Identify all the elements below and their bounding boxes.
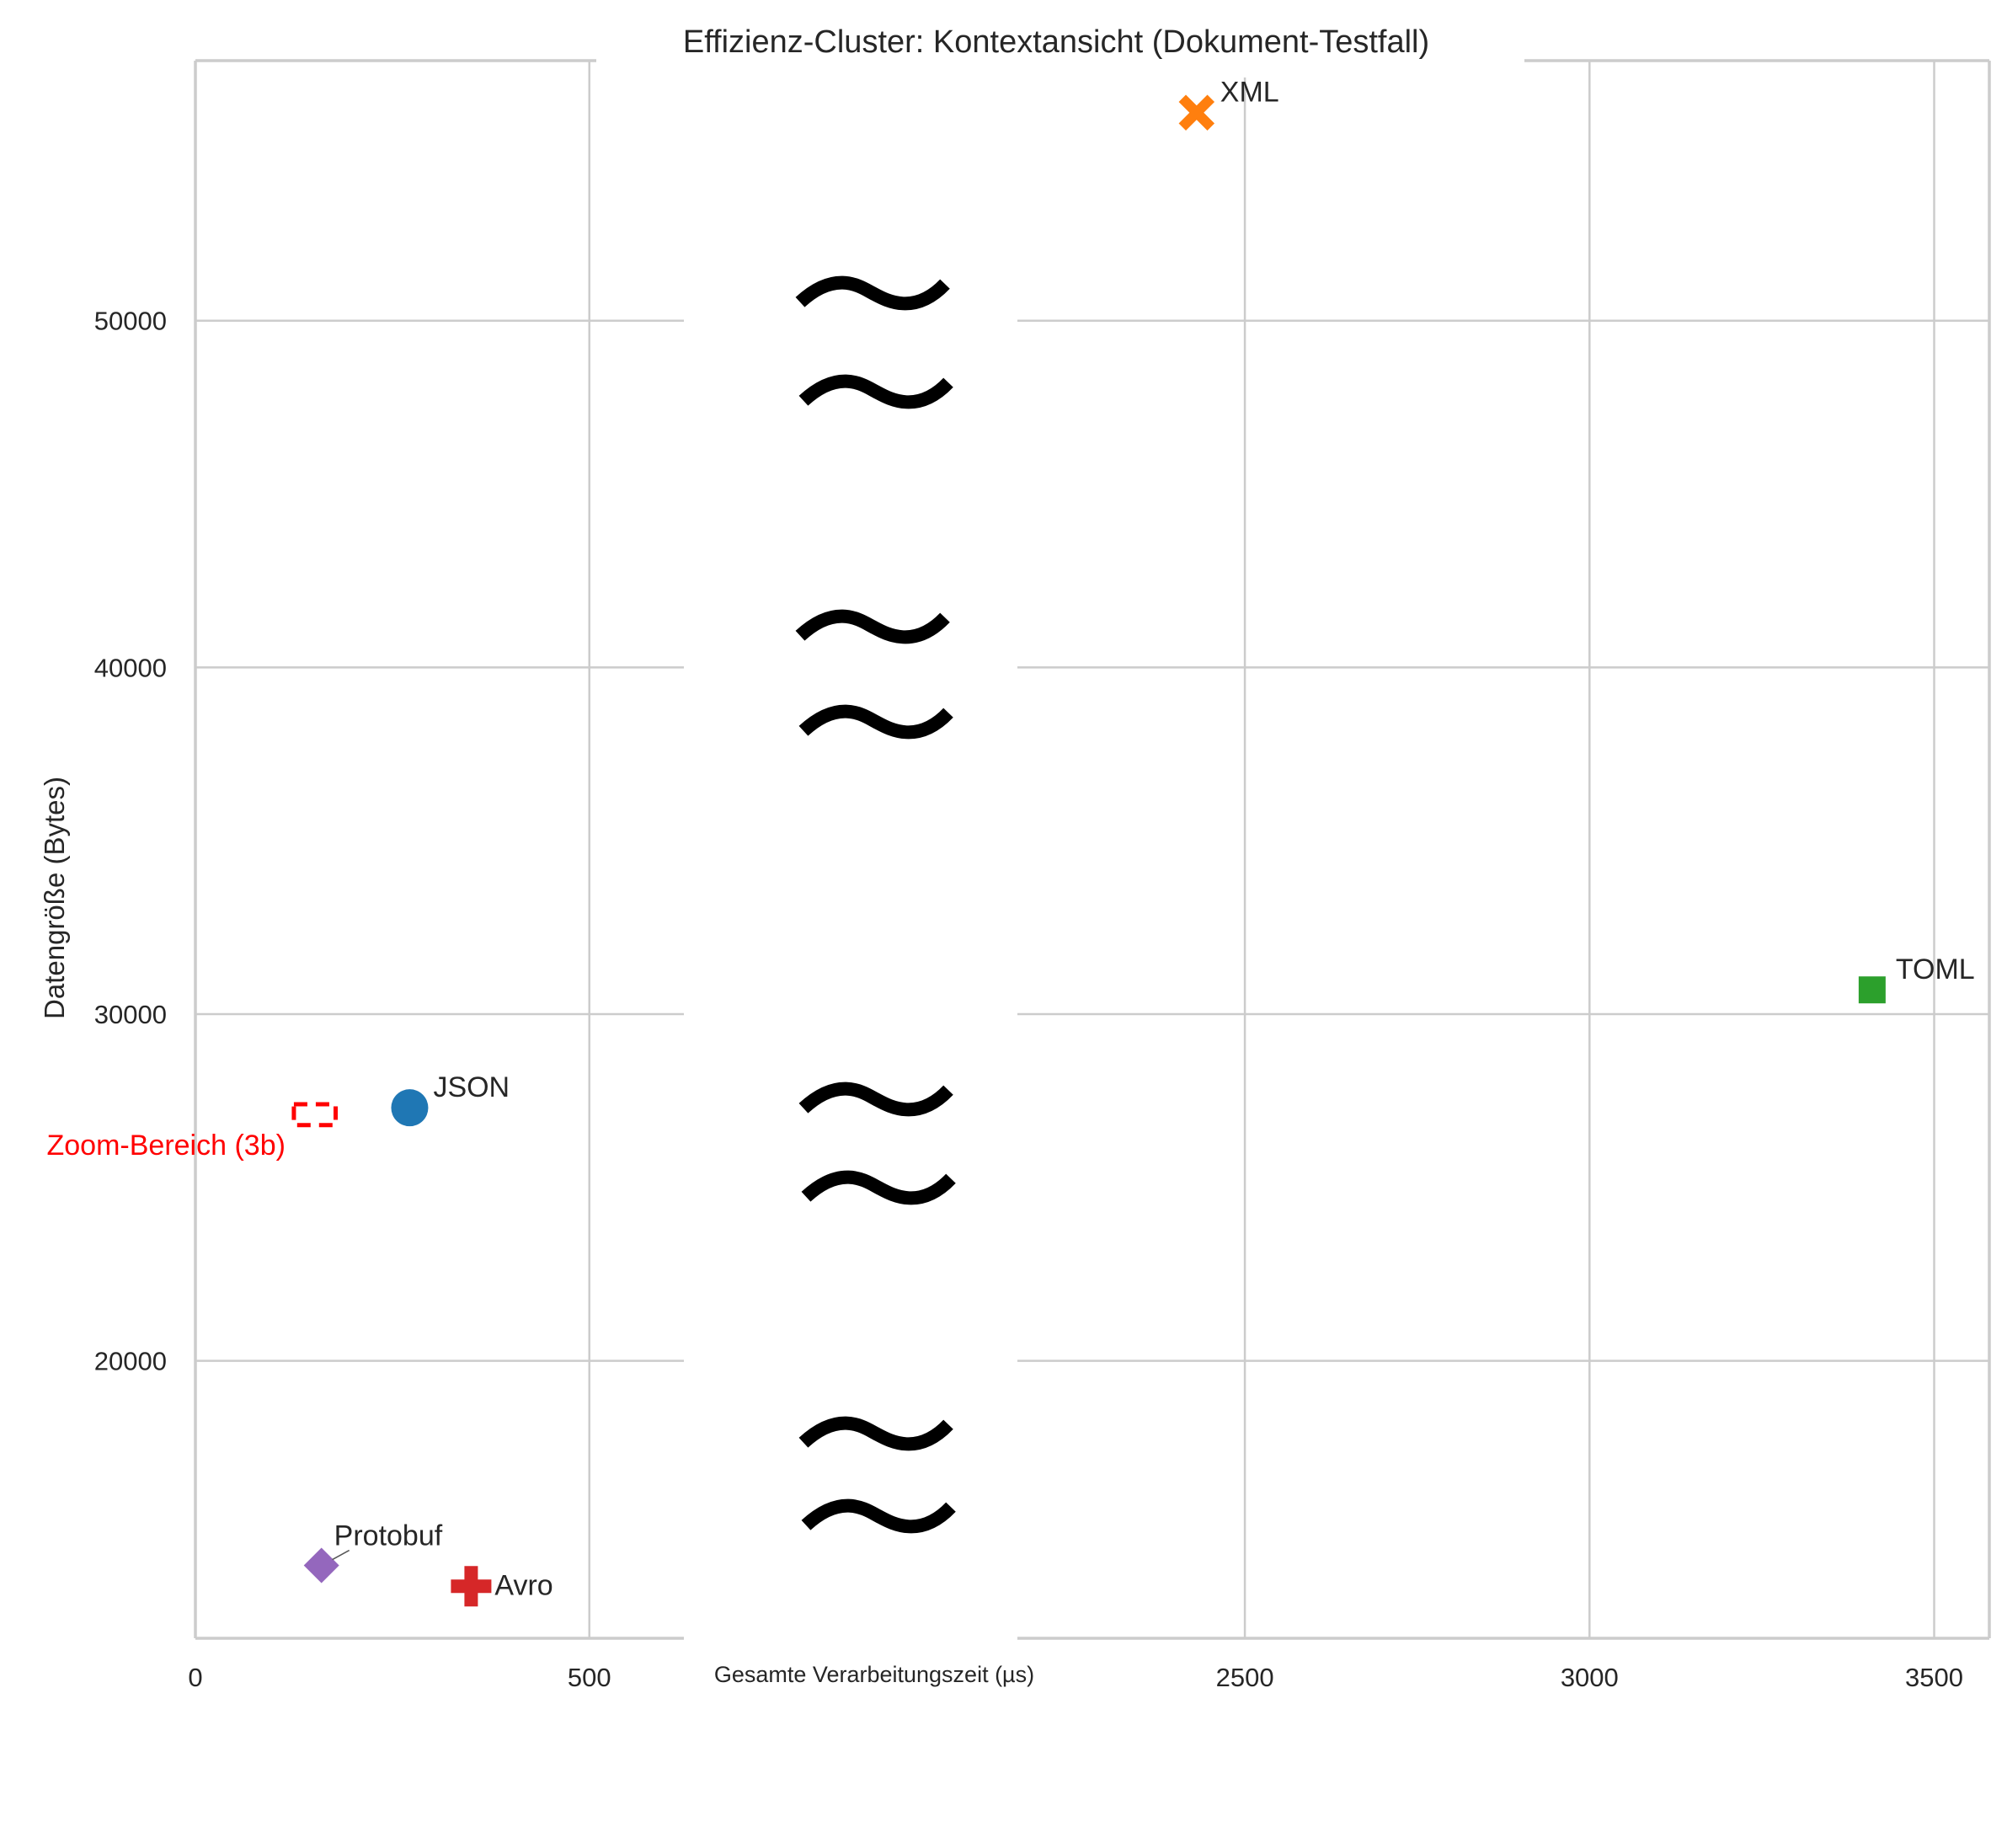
zoom-label: Zoom-Bereich (3b)	[47, 1130, 286, 1162]
y-tick-label: 40000	[94, 653, 167, 682]
avro-label: Avro	[494, 1569, 552, 1601]
x-tick-label: 2500	[1216, 1663, 1274, 1692]
x-tick-label: 3000	[1561, 1663, 1619, 1692]
break-wave	[798, 1082, 953, 1117]
break-wave	[798, 1416, 953, 1451]
zoom-annotation: Zoom-Bereich (3b)	[47, 1102, 339, 1162]
x-marker-stroke	[1178, 94, 1215, 131]
data-points	[303, 94, 1886, 1607]
break-wave	[795, 609, 950, 644]
title-background	[596, 30, 1524, 77]
break-wave	[798, 374, 953, 409]
y-tick-label: 20000	[94, 1347, 167, 1376]
protobuf-point	[303, 1547, 339, 1584]
x-tick-label: 0	[188, 1663, 202, 1692]
y-tick-label: 30000	[94, 1000, 167, 1029]
break-wave	[795, 275, 950, 311]
axis-break-markers	[795, 275, 956, 1534]
y-axis-label: Datengröße (Bytes)	[39, 777, 70, 1019]
x-tick-label: 500	[568, 1663, 611, 1692]
y-tick-label: 50000	[94, 307, 167, 336]
toml-point	[1858, 976, 1886, 1004]
xml-point	[1178, 94, 1215, 131]
x-tick-label: 3500	[1905, 1663, 1963, 1692]
point-labels: JSON XML TOML Avro Protobuf	[332, 77, 1975, 1601]
xml-label: XML	[1220, 77, 1279, 109]
break-wave	[798, 704, 953, 740]
chart-title: Effizienz-Cluster: Kontextansicht (Dokum…	[683, 24, 1429, 60]
break-wave	[801, 1498, 956, 1534]
protobuf-leader-line	[332, 1549, 350, 1561]
tick-labels: 20000 30000 40000 50000 0 500 2500 3000 3500	[94, 307, 1963, 1692]
json-point	[391, 1089, 429, 1127]
zoom-box	[291, 1102, 339, 1128]
break-wave	[801, 1170, 956, 1205]
json-label: JSON	[433, 1071, 510, 1103]
toml-label: TOML	[1896, 953, 1975, 985]
protobuf-label: Protobuf	[334, 1520, 443, 1552]
avro-point	[451, 1566, 492, 1607]
axes-spines	[194, 30, 1991, 1640]
x-axis-label: Gesamte Verarbeitungszeit (µs)	[714, 1662, 1034, 1687]
